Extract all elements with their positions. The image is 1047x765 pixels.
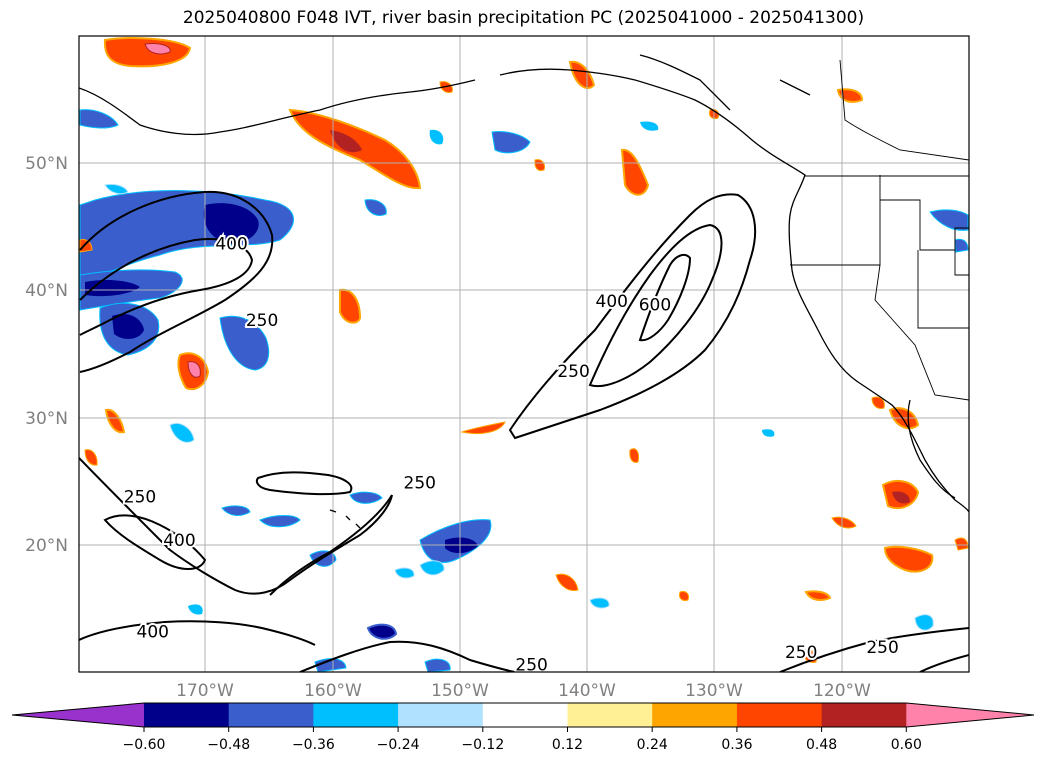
precip-shading <box>79 37 969 672</box>
contour-label: 400 <box>596 292 628 312</box>
colorbar-tick-label: 0.48 <box>806 737 837 753</box>
lon-label: 130°W <box>685 681 743 701</box>
contour-label: 250 <box>246 311 278 331</box>
colorbar-segment <box>821 703 907 727</box>
lon-label: 150°W <box>431 681 489 701</box>
colorbar-segment <box>736 703 823 727</box>
longitude-labels: 170°W 160°W 150°W 140°W 130°W 120°W <box>176 681 871 701</box>
contour-label: 400 <box>137 623 169 643</box>
graticule <box>79 36 969 672</box>
lon-label: 160°W <box>304 681 362 701</box>
colorbar-segment <box>398 703 484 727</box>
ivt-contours <box>79 190 969 672</box>
colorbar-tick-label: 0.24 <box>637 737 668 753</box>
latitude-labels: 50°N 40°N 30°N 20°N <box>25 154 68 556</box>
contour-label: 400 <box>163 531 195 551</box>
contour-label: 250 <box>866 638 898 658</box>
lat-label: 30°N <box>25 409 68 429</box>
map-frame <box>78 35 970 673</box>
contour-label: 250 <box>785 643 817 663</box>
colorbar-segment <box>144 703 230 727</box>
colorbar-segment <box>652 703 738 727</box>
colorbar-tick-label: −0.12 <box>461 737 504 753</box>
lon-label: 140°W <box>558 681 616 701</box>
lon-label: 170°W <box>176 681 234 701</box>
colorbar-segment <box>313 703 399 727</box>
contour-label: 400 <box>215 235 247 255</box>
lat-label: 40°N <box>25 281 68 301</box>
contour-label: 250 <box>515 656 547 676</box>
colorbar-tick-label: 0.12 <box>552 737 583 753</box>
colorbar-tick-label: −0.24 <box>377 737 420 753</box>
colorbar-tick-label: 0.36 <box>721 737 752 753</box>
contour-label: 250 <box>557 362 589 382</box>
colorbar: −0.60 −0.48 −0.36 −0.24 −0.12 0.12 0.24 0.36 0.4… <box>11 702 1035 753</box>
colorbar-tick-label: 0.60 <box>891 737 922 753</box>
contour-label: 250 <box>124 488 156 508</box>
coastlines <box>79 54 969 529</box>
figure-title: 2025040800 F048 IVT, river basin precipi… <box>182 8 865 28</box>
colorbar-tick-label: −0.36 <box>292 737 335 753</box>
contour-labels: 400 250 250 400 600 250 250 400 400 250 250 250 <box>122 233 901 678</box>
lat-label: 20°N <box>25 536 68 556</box>
lon-label: 120°W <box>813 681 871 701</box>
colorbar-extend-max <box>906 703 1034 727</box>
colorbar-segment <box>482 703 568 727</box>
colorbar-tick-label: −0.48 <box>207 737 250 753</box>
contour-label: 600 <box>639 296 671 316</box>
contour-label: 250 <box>404 474 436 494</box>
colorbar-segment <box>567 703 653 727</box>
borders <box>790 59 969 401</box>
colorbar-tick-label: −0.60 <box>123 737 166 753</box>
lat-label: 50°N <box>25 154 68 174</box>
colorbar-extend-min <box>12 703 144 727</box>
colorbar-segment <box>228 703 314 727</box>
